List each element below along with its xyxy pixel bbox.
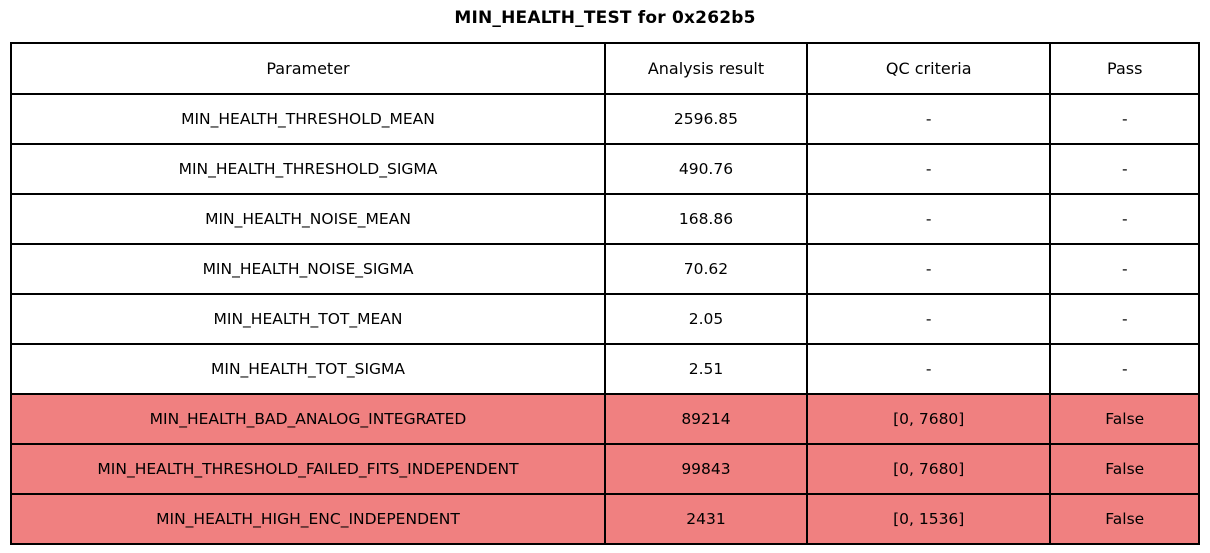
cell-qc-criteria: - [805, 343, 1052, 395]
qc-results-table: Parameter Analysis result QC criteria Pa… [10, 42, 1200, 545]
table-body: MIN_HEALTH_THRESHOLD_MEAN 2596.85 - - MI… [10, 93, 1200, 545]
cell-pass: - [1049, 143, 1200, 195]
cell-qc-criteria: [0, 7680] [805, 393, 1052, 445]
cell-pass: - [1049, 343, 1200, 395]
cell-qc-criteria: - [805, 193, 1052, 245]
cell-qc-criteria: [0, 7680] [805, 443, 1052, 495]
table-row: MIN_HEALTH_TOT_MEAN 2.05 - - [10, 293, 1200, 345]
cell-pass: - [1049, 93, 1200, 145]
cell-pass: - [1049, 243, 1200, 295]
table-row: MIN_HEALTH_TOT_SIGMA 2.51 - - [10, 343, 1200, 395]
column-header-qc-criteria: QC criteria [805, 42, 1052, 95]
column-header-parameter: Parameter [10, 42, 606, 95]
cell-parameter: MIN_HEALTH_THRESHOLD_MEAN [10, 93, 606, 145]
cell-pass: - [1049, 193, 1200, 245]
cell-parameter: MIN_HEALTH_THRESHOLD_FAILED_FITS_INDEPEN… [10, 443, 606, 495]
cell-qc-criteria: - [805, 93, 1052, 145]
cell-parameter: MIN_HEALTH_HIGH_ENC_INDEPENDENT [10, 493, 606, 545]
table-row: MIN_HEALTH_THRESHOLD_MEAN 2596.85 - - [10, 93, 1200, 145]
cell-pass: False [1049, 493, 1200, 545]
cell-parameter: MIN_HEALTH_THRESHOLD_SIGMA [10, 143, 606, 195]
header-row: Parameter Analysis result QC criteria Pa… [10, 42, 1200, 95]
page-title: MIN_HEALTH_TEST for 0x262b5 [454, 8, 756, 28]
cell-parameter: MIN_HEALTH_TOT_MEAN [10, 293, 606, 345]
cell-pass: - [1049, 293, 1200, 345]
table-header: Parameter Analysis result QC criteria Pa… [10, 42, 1200, 95]
table-row: MIN_HEALTH_HIGH_ENC_INDEPENDENT 2431 [0,… [10, 493, 1200, 545]
cell-qc-criteria: - [805, 143, 1052, 195]
cell-analysis-result: 2596.85 [604, 93, 808, 145]
table-row: MIN_HEALTH_THRESHOLD_SIGMA 490.76 - - [10, 143, 1200, 195]
cell-analysis-result: 70.62 [604, 243, 808, 295]
column-header-analysis-result: Analysis result [604, 42, 808, 95]
cell-analysis-result: 490.76 [604, 143, 808, 195]
cell-analysis-result: 2.51 [604, 343, 808, 395]
cell-qc-criteria: [0, 1536] [805, 493, 1052, 545]
cell-analysis-result: 2431 [604, 493, 808, 545]
cell-pass: False [1049, 393, 1200, 445]
cell-qc-criteria: - [805, 243, 1052, 295]
cell-qc-criteria: - [805, 293, 1052, 345]
table-row: MIN_HEALTH_BAD_ANALOG_INTEGRATED 89214 [… [10, 393, 1200, 445]
cell-parameter: MIN_HEALTH_BAD_ANALOG_INTEGRATED [10, 393, 606, 445]
cell-analysis-result: 168.86 [604, 193, 808, 245]
table-row: MIN_HEALTH_THRESHOLD_FAILED_FITS_INDEPEN… [10, 443, 1200, 495]
cell-analysis-result: 99843 [604, 443, 808, 495]
column-header-pass: Pass [1049, 42, 1200, 95]
cell-pass: False [1049, 443, 1200, 495]
cell-analysis-result: 89214 [604, 393, 808, 445]
table-row: MIN_HEALTH_NOISE_SIGMA 70.62 - - [10, 243, 1200, 295]
cell-parameter: MIN_HEALTH_TOT_SIGMA [10, 343, 606, 395]
cell-parameter: MIN_HEALTH_NOISE_MEAN [10, 193, 606, 245]
cell-parameter: MIN_HEALTH_NOISE_SIGMA [10, 243, 606, 295]
cell-analysis-result: 2.05 [604, 293, 808, 345]
table-row: MIN_HEALTH_NOISE_MEAN 168.86 - - [10, 193, 1200, 245]
